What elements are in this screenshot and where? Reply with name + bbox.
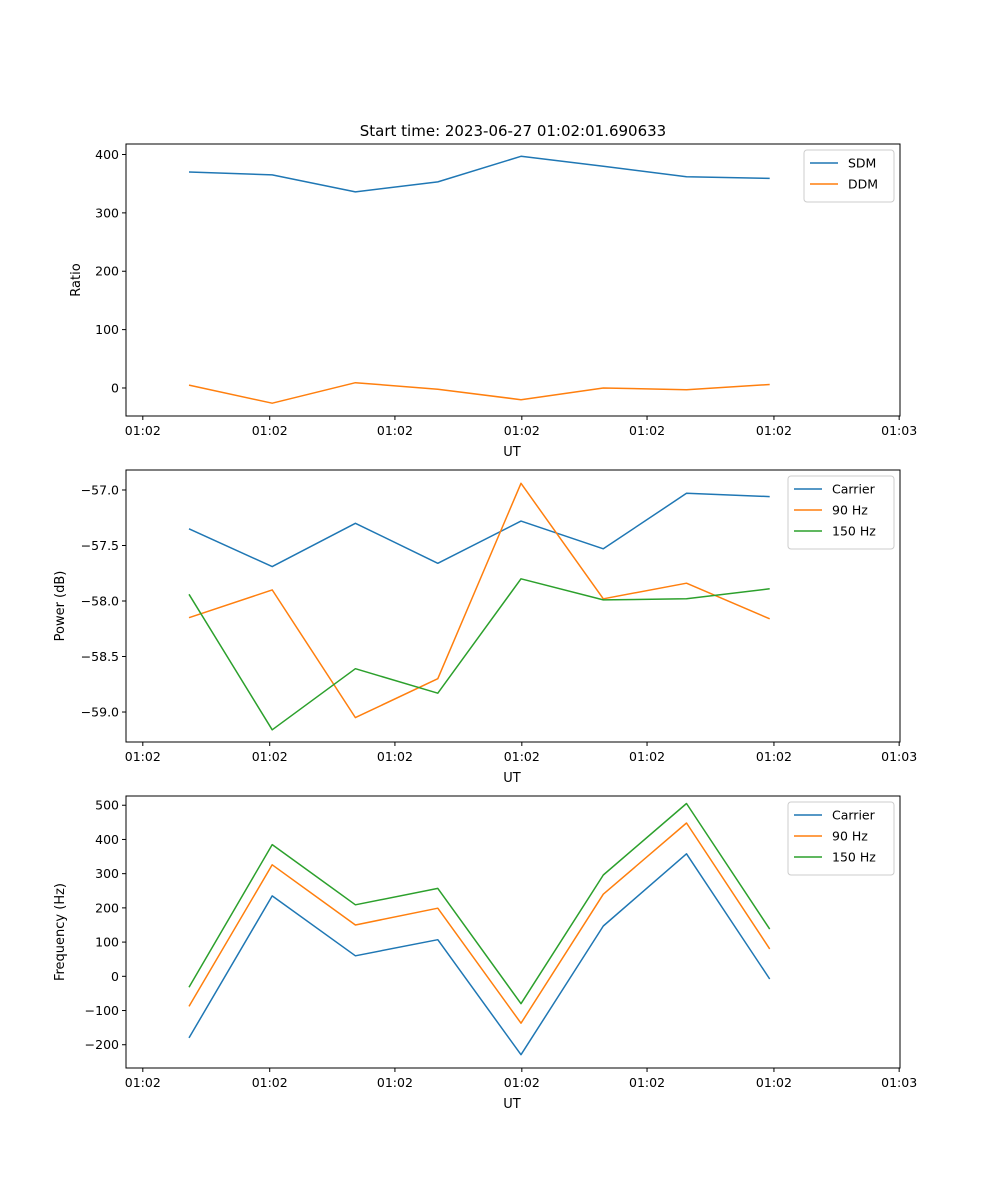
series-line-carrier: [188, 853, 771, 1056]
axes-frame: [125, 469, 901, 743]
legend-label: 90 Hz: [832, 829, 868, 844]
subplot-3: 01:02 01:02 01:02 01:02 01:02 01:02 01:03 −200 −…: [53, 795, 917, 1112]
series-line-150-hz: [188, 802, 771, 1005]
series-line-90-hz: [188, 482, 770, 719]
x-tick-label: 01:02: [504, 1075, 540, 1090]
x-axis-label: UT: [503, 445, 521, 460]
subplot-2: 01:02 01:02 01:02 01:02 01:02 01:02 01:03 −57.0…: [53, 469, 917, 786]
legend-label: 150 Hz: [832, 850, 876, 865]
y-tick-label: 200: [95, 264, 119, 279]
y-tick-label: −57.0: [81, 482, 119, 497]
y-tick-label: 0: [111, 380, 119, 395]
x-tick-label: 01:02: [629, 1075, 665, 1090]
y-tick-label: 0: [111, 969, 119, 984]
y-tick-label: 100: [95, 322, 119, 337]
series-line-150-hz: [188, 578, 770, 731]
legend-label: SDM: [848, 156, 876, 171]
x-tick-label: 01:03: [881, 1075, 917, 1090]
x-tick-label: 01:02: [629, 423, 665, 438]
x-tick-label: 01:02: [377, 749, 413, 764]
x-tick-label: 01:02: [377, 423, 413, 438]
y-tick-label: 200: [95, 900, 119, 915]
y-axis-label: Ratio: [69, 263, 84, 296]
x-tick-label: 01:03: [881, 749, 917, 764]
x-tick-label: 01:02: [504, 423, 540, 438]
x-tick-label: 01:02: [377, 1075, 413, 1090]
x-tick-label: 01:02: [756, 1075, 792, 1090]
y-tick-label: 100: [95, 935, 119, 950]
plots-container: 01:02 01:02 01:02 01:02 01:02 01:02 01:03 0 100 2…: [53, 143, 917, 1112]
y-tick-label: −100: [85, 1003, 119, 1018]
legend-label: DDM: [848, 177, 878, 192]
y-axis-label: Power (dB): [53, 571, 68, 642]
x-tick-label: 01:02: [629, 749, 665, 764]
y-tick-label: −57.5: [81, 538, 119, 553]
figure-title: Start time: 2023-06-27 01:02:01.690633: [360, 122, 666, 140]
legend-label: Carrier: [832, 482, 876, 497]
y-tick-label: 400: [95, 832, 119, 847]
y-tick-label: −58.5: [81, 649, 119, 664]
legend: Carrier 90 Hz 150 Hz: [787, 475, 895, 550]
y-tick-label: −200: [85, 1037, 119, 1052]
x-tick-label: 01:02: [125, 1075, 161, 1090]
legend-label: 150 Hz: [832, 524, 876, 539]
legend-label: 90 Hz: [832, 503, 868, 518]
x-tick-label: 01:02: [252, 749, 288, 764]
x-tick-label: 01:02: [756, 423, 792, 438]
axes-frame: [125, 795, 901, 1069]
x-tick-label: 01:02: [756, 749, 792, 764]
x-tick-label: 01:03: [881, 423, 917, 438]
y-tick-label: 500: [95, 798, 119, 813]
y-axis-label: Frequency (Hz): [53, 883, 68, 981]
series-line-90-hz: [188, 822, 771, 1024]
x-tick-label: 01:02: [252, 1075, 288, 1090]
x-axis-label: UT: [503, 1097, 521, 1112]
y-tick-label: −58.0: [81, 594, 119, 609]
legend: Carrier 90 Hz 150 Hz: [787, 801, 895, 876]
y-tick-label: 300: [95, 866, 119, 881]
legend: SDM DDM: [803, 149, 895, 203]
series-line-carrier: [188, 492, 770, 568]
x-tick-label: 01:02: [125, 423, 161, 438]
axes-frame: [125, 143, 901, 417]
y-tick-label: −59.0: [81, 705, 119, 720]
x-tick-label: 01:02: [125, 749, 161, 764]
x-axis-label: UT: [503, 771, 521, 786]
subplot-1: 01:02 01:02 01:02 01:02 01:02 01:02 01:03 0 100 2…: [69, 143, 917, 460]
x-tick-label: 01:02: [504, 749, 540, 764]
series-line-ddm: [188, 381, 770, 404]
series-line-sdm: [188, 155, 770, 193]
legend-label: Carrier: [832, 808, 876, 823]
y-tick-label: 300: [95, 205, 119, 220]
x-tick-label: 01:02: [252, 423, 288, 438]
y-tick-label: 400: [95, 147, 119, 162]
